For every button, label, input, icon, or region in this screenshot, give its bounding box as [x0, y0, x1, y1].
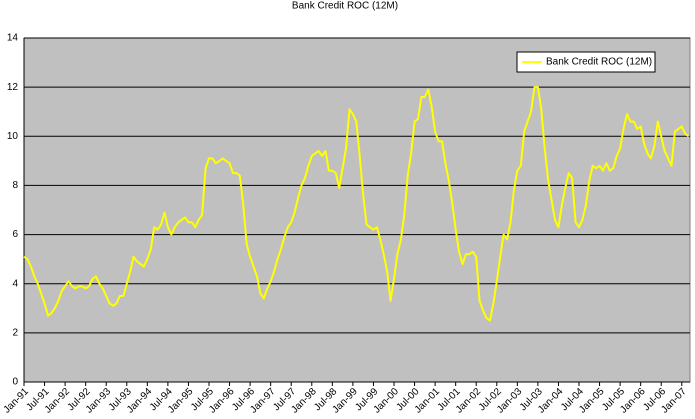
y-tick-label: 12	[7, 82, 19, 93]
data-line	[23, 86, 690, 322]
y-tick-label: 6	[12, 229, 18, 240]
x-tick-label: Jan-91	[2, 386, 32, 416]
y-tick-label: 8	[12, 180, 18, 191]
legend-label: Bank Credit ROC (12M)	[546, 57, 652, 68]
y-tick-label: 0	[12, 377, 18, 388]
y-tick-label: 2	[12, 327, 18, 338]
y-tick-label: 4	[12, 278, 18, 289]
y-tick-label: 14	[7, 33, 19, 44]
legend: Bank Credit ROC (12M)	[516, 51, 656, 73]
y-tick-label: 10	[7, 131, 19, 142]
legend-box	[516, 51, 656, 73]
plot-area	[23, 37, 691, 383]
chart-title: Bank Credit ROC (12M)	[292, 1, 398, 12]
